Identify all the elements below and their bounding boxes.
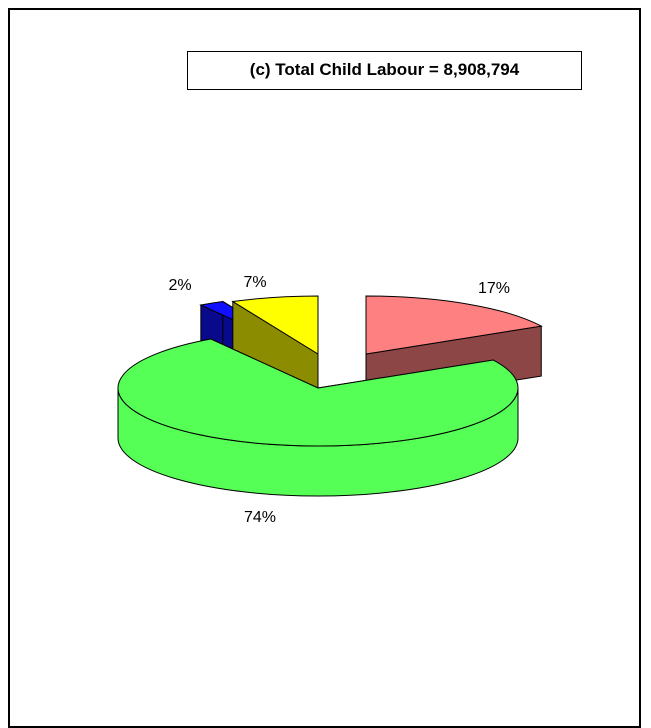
pie-slice-2 bbox=[117, 338, 519, 497]
data-label-1: 17% bbox=[478, 280, 510, 297]
data-label-3: 2% bbox=[168, 277, 191, 294]
chart-title: (c) Total Child Labour = 8,908,794 bbox=[187, 51, 582, 90]
pie-chart: 17% 74% 2% 7% bbox=[117, 274, 543, 526]
data-label-4: 7% bbox=[243, 274, 266, 291]
data-label-2: 74% bbox=[244, 509, 276, 526]
